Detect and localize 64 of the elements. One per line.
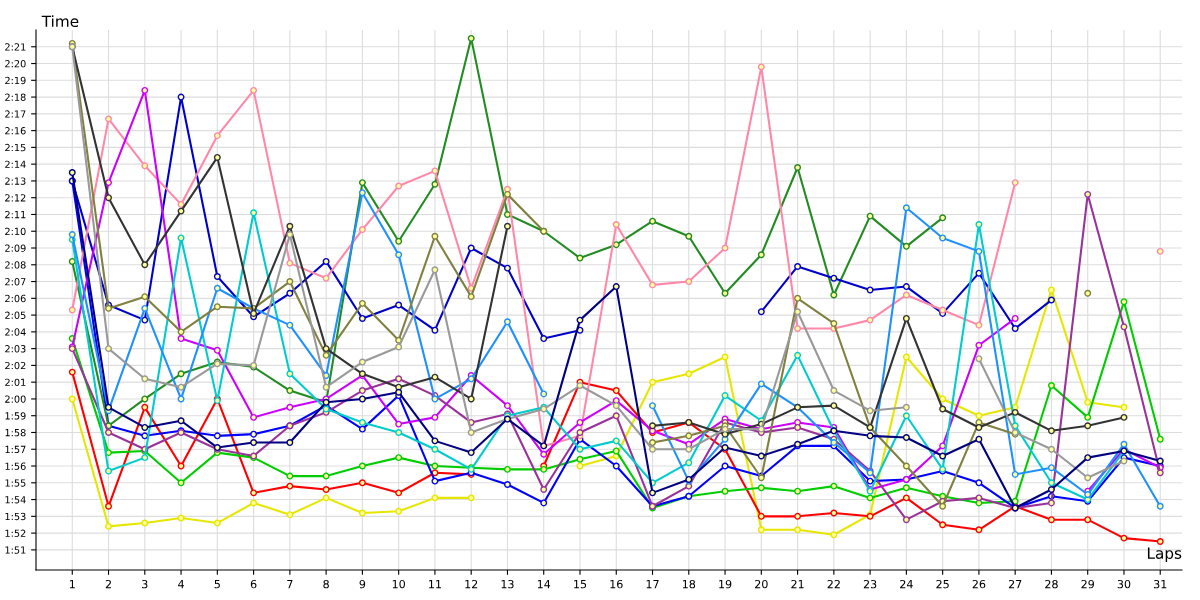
y-tick-label: 2:02 xyxy=(5,361,26,370)
x-tick-label: 28 xyxy=(1045,579,1058,589)
x-tick-label: 14 xyxy=(537,580,551,589)
x-tick-label: 16 xyxy=(610,579,623,589)
y-tick-label: 2:09 xyxy=(5,244,26,252)
x-tick-label: 21 xyxy=(791,579,804,589)
x-tick-label: 13 xyxy=(501,579,514,589)
y-axis-title: Time xyxy=(41,15,79,28)
x-tick-label: 10 xyxy=(392,579,405,589)
y-tick-label: 2:00 xyxy=(5,395,26,403)
x-tick-label: 9 xyxy=(359,579,366,589)
x-tick-label: 23 xyxy=(863,579,877,589)
y-tick-label: 2:13 xyxy=(5,177,26,185)
x-tick-label: 8 xyxy=(323,579,329,589)
x-tick-label: 31 xyxy=(1154,579,1167,589)
y-tick-label: 1:58 xyxy=(5,428,26,437)
x-tick-label: 2 xyxy=(105,579,111,589)
x-tick-label: 22 xyxy=(827,579,840,589)
x-tick-label: 4 xyxy=(178,580,184,589)
y-tick-label: 2:19 xyxy=(5,76,26,85)
y-tick-label: 1:51 xyxy=(5,546,26,554)
y-tick-label: 2:17 xyxy=(5,110,26,118)
y-tick-label: 1:59 xyxy=(5,412,26,420)
x-tick-label: 25 xyxy=(936,579,949,589)
y-tick-label: 1:57 xyxy=(5,445,26,454)
y-tick-label: 2:04 xyxy=(5,328,26,336)
y-tick-label: 1:54 xyxy=(5,496,26,504)
x-tick-label: 27 xyxy=(1008,579,1022,589)
x-axis-title: Laps xyxy=(1147,547,1182,562)
y-tick-label: 2:03 xyxy=(5,345,26,353)
x-tick-label: 19 xyxy=(719,579,732,589)
y-tick-label: 2:18 xyxy=(5,93,26,101)
x-tick-label: 12 xyxy=(465,579,478,589)
y-tick-label: 1:53 xyxy=(5,512,26,521)
y-tick-label: 2:01 xyxy=(5,378,26,387)
y-tick-label: 2:08 xyxy=(5,261,26,269)
y-tick-label: 2:21 xyxy=(5,43,26,51)
x-tick-label: 3 xyxy=(142,579,148,589)
x-tick-label: 30 xyxy=(1117,579,1131,589)
y-tick-label: 1:56 xyxy=(5,462,26,470)
x-tick-label: 11 xyxy=(429,580,441,589)
x-tick-label: 20 xyxy=(755,579,768,589)
x-tick-label: 7 xyxy=(287,580,293,589)
y-tick-label: 2:10 xyxy=(5,227,26,236)
x-tick-label: 1 xyxy=(69,580,75,589)
x-tick-label: 24 xyxy=(900,579,913,589)
x-tick-label: 15 xyxy=(574,580,587,589)
y-tick-label: 1:55 xyxy=(5,479,26,487)
x-tick-label: 6 xyxy=(250,579,257,589)
y-tick-label: 2:07 xyxy=(5,278,26,286)
y-tick-label: 2:15 xyxy=(5,143,26,152)
y-tick-label: 2:20 xyxy=(5,60,26,68)
y-tick-label: 2:06 xyxy=(5,294,26,303)
x-tick-label: 5 xyxy=(214,580,220,589)
y-tick-label: 2:05 xyxy=(5,311,26,319)
x-tick-label: 18 xyxy=(682,579,696,589)
x-tick-label: 17 xyxy=(646,580,659,589)
y-tick-label: 2:16 xyxy=(5,127,26,135)
x-tick-label: 29 xyxy=(1081,579,1094,589)
x-tick-label: 26 xyxy=(972,579,986,589)
y-tick-label: 2:11 xyxy=(5,210,26,219)
y-tick-label: 2:14 xyxy=(5,160,26,168)
y-tick-label: 1:52 xyxy=(5,529,26,537)
y-tick-label: 2:12 xyxy=(5,194,26,202)
